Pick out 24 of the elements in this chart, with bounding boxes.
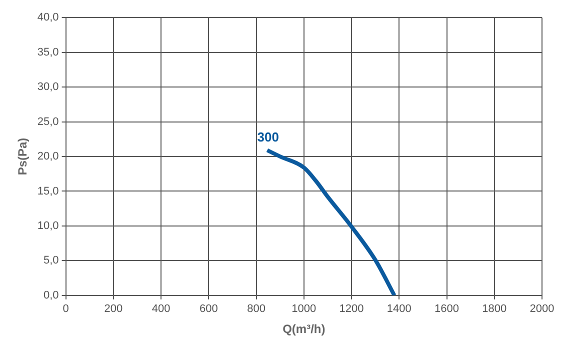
- y-tick-label: 5,0: [44, 254, 59, 267]
- x-tick-label: 1000: [292, 303, 316, 316]
- x-tick-label: 200: [104, 303, 123, 316]
- y-tick-label: 20,0: [37, 150, 59, 163]
- x-tick-label: 800: [247, 303, 266, 316]
- x-tick-label: 600: [199, 303, 218, 316]
- y-tick-label: 25,0: [37, 116, 59, 128]
- x-tick-label: 1400: [386, 303, 412, 316]
- x-tick-label: 1200: [339, 303, 364, 316]
- x-tick-label: 0: [62, 303, 69, 316]
- y-tick-label: 0,0: [44, 289, 59, 302]
- x-tick-label: 1600: [434, 303, 460, 316]
- line-series: [265, 148, 396, 296]
- y-tick-label: 40,0: [37, 12, 59, 24]
- x-axis-title: Q(m³/h): [282, 322, 326, 336]
- x-tick-label: 400: [152, 303, 170, 316]
- y-tick-label: 35,0: [37, 46, 59, 58]
- y-axis-title: Ps(Pa): [16, 138, 30, 176]
- y-tick-label: 30,0: [37, 81, 59, 94]
- x-tick-label: 1800: [482, 303, 507, 316]
- y-tick-label: 10,0: [37, 220, 59, 232]
- series-label: 300: [257, 129, 279, 144]
- y-tick-label: 15,0: [37, 185, 59, 198]
- x-tick-label: 2000: [530, 303, 554, 316]
